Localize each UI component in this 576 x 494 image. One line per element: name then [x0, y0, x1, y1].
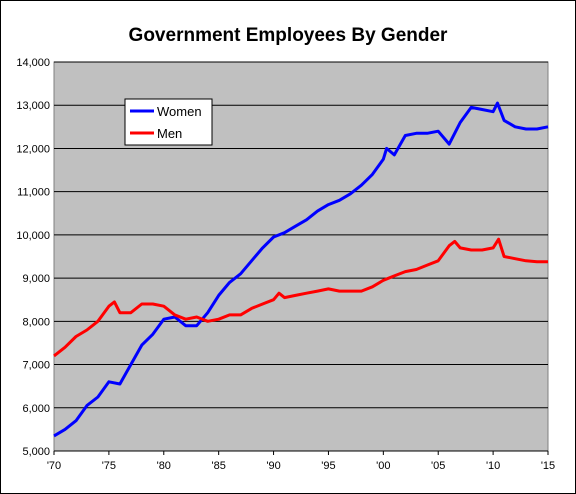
y-tick-label: 13,000: [16, 100, 50, 112]
y-tick-label: 12,000: [16, 143, 50, 155]
x-tick-label: '85: [211, 460, 225, 472]
x-tick-label: '90: [266, 460, 280, 472]
legend-label-women: Women: [157, 104, 202, 119]
x-tick-label: '80: [157, 460, 171, 472]
y-axis-ticks: 5,000 6,000 7,000 8,000 9,000 10,000 11,000 12,…: [16, 57, 50, 458]
series-line-men: [53, 237, 548, 358]
legend: Women Men: [124, 98, 213, 146]
series-lines: [53, 101, 549, 438]
series-line-women: [53, 101, 549, 438]
y-tick-label: 14,000: [16, 57, 50, 69]
x-tick-label: '70: [47, 460, 61, 472]
y-tick-label: 5,000: [22, 446, 50, 458]
legend-box: [124, 98, 213, 146]
x-tick-label: '05: [431, 460, 445, 472]
y-tick-label: 11,000: [17, 187, 50, 199]
x-tick-label: '95: [321, 460, 335, 472]
x-tick-label: '00: [376, 460, 390, 472]
y-tick-label: 9,000: [22, 273, 50, 285]
x-axis-ticks: '70 '75 '80 '85 '90 '95 '00 '05 '10 '15: [47, 451, 555, 472]
legend-label-men: Men: [157, 126, 182, 141]
x-tick-label: '10: [486, 460, 500, 472]
x-tick-label: '15: [541, 460, 555, 472]
x-tick-label: '75: [102, 460, 116, 472]
y-tick-label: 6,000: [22, 403, 50, 415]
y-tick-label: 7,000: [22, 360, 50, 372]
chart-title: Government Employees By Gender: [129, 25, 448, 46]
y-tick-label: 8,000: [22, 316, 50, 328]
y-tick-label: 10,000: [16, 230, 50, 242]
